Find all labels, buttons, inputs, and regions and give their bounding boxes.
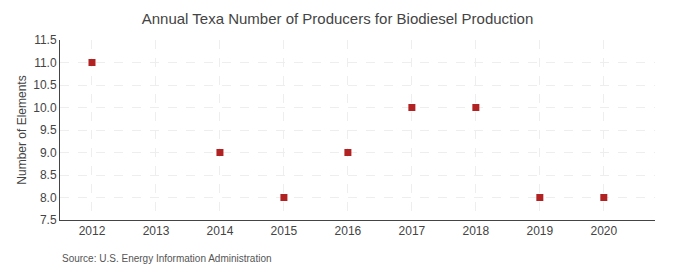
- svg-text:9.0: 9.0: [40, 146, 57, 160]
- svg-text:9.5: 9.5: [40, 123, 57, 137]
- svg-text:2020: 2020: [590, 224, 617, 238]
- svg-text:2018: 2018: [463, 224, 490, 238]
- svg-text:10.0: 10.0: [33, 101, 57, 115]
- svg-text:11.5: 11.5: [34, 33, 57, 47]
- svg-text:Source: U.S. Energy Informatio: Source: U.S. Energy Information Administ…: [62, 253, 272, 264]
- svg-text:7.5: 7.5: [40, 213, 57, 227]
- svg-text:2015: 2015: [271, 224, 298, 238]
- svg-text:2012: 2012: [79, 224, 106, 238]
- svg-text:2019: 2019: [526, 224, 553, 238]
- svg-text:2014: 2014: [207, 224, 234, 238]
- svg-text:2013: 2013: [143, 224, 170, 238]
- svg-text:8.0: 8.0: [40, 191, 57, 205]
- svg-text:2017: 2017: [399, 224, 426, 238]
- svg-text:8.5: 8.5: [40, 168, 57, 182]
- svg-text:11.0: 11.0: [34, 56, 57, 70]
- svg-text:Number of Elements: Number of Elements: [15, 75, 29, 184]
- svg-text:Annual Texa Number of Producer: Annual Texa Number of Producers for Biod…: [142, 10, 534, 27]
- svg-text:2016: 2016: [335, 224, 362, 238]
- svg-text:10.5: 10.5: [33, 78, 57, 92]
